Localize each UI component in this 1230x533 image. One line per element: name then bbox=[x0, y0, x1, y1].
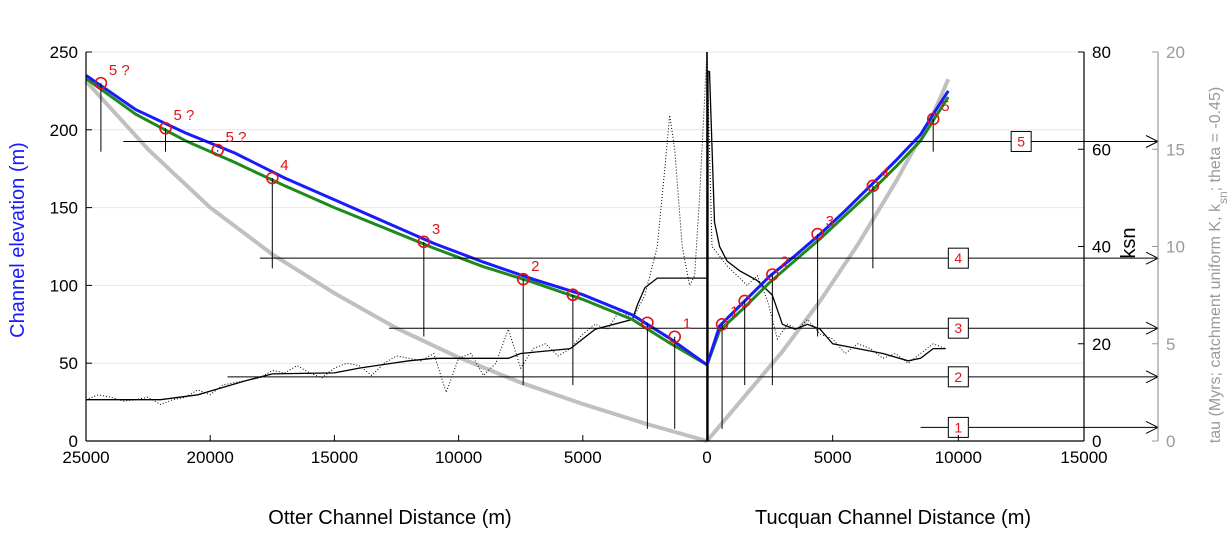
knickpoint-marker-otter bbox=[641, 316, 654, 330]
left-y-tick-label: 0 bbox=[69, 432, 78, 451]
left-y-axis-label: Channel elevation (m) bbox=[7, 142, 29, 338]
left-y-tick-label: 150 bbox=[50, 199, 78, 218]
left-y-tick-label: 100 bbox=[50, 276, 78, 295]
left-y-tick-label: 200 bbox=[50, 121, 78, 140]
tau-level-lines: 1 2 3 4 5 bbox=[123, 130, 1160, 438]
ksn-raw-tucquan bbox=[706, 51, 946, 364]
otter-x-tick-label: 25000 bbox=[62, 448, 109, 467]
knickpoint-label-tucquan: 1 bbox=[730, 303, 738, 320]
right-y-tick-label: 20 bbox=[1092, 335, 1111, 354]
otter-x-tick-label: 15000 bbox=[311, 448, 358, 467]
tau-level-label: 3 bbox=[954, 320, 962, 336]
knickpoint-marker-tucquan bbox=[715, 317, 729, 331]
knickpoint-label-otter: 5 ? bbox=[173, 107, 194, 124]
right-y-tick-label: 40 bbox=[1092, 238, 1111, 257]
knickpoint-label-tucquan: 2 bbox=[780, 254, 788, 271]
far-right-y-tick-label: 15 bbox=[1166, 140, 1185, 159]
knickpoint-marker-otter bbox=[417, 235, 431, 249]
otter-x-tick-label: 20000 bbox=[187, 448, 234, 467]
ksn-lines bbox=[85, 51, 946, 441]
elevation-otter bbox=[85, 74, 708, 367]
tau-level-label: 2 bbox=[954, 369, 962, 385]
right-y-tick-label: 0 bbox=[1092, 432, 1101, 451]
knickpoint-marker-tucquan bbox=[766, 268, 779, 281]
tucquan-x-tick-label: 10000 bbox=[935, 448, 982, 467]
otter-x-tick-label: 10000 bbox=[435, 448, 482, 467]
knickpoint-label-otter: 2 bbox=[531, 258, 539, 275]
knickpoint-marker-otter bbox=[265, 171, 279, 185]
knickpoint-label-otter: 4 bbox=[280, 157, 288, 174]
tau-level-label: 4 bbox=[954, 250, 962, 266]
left-y-tick-label: 250 bbox=[50, 43, 78, 62]
tau-level-label: 5 bbox=[1017, 133, 1025, 149]
tau-level-box bbox=[947, 366, 969, 388]
knickpoint-label-tucquan: 5 bbox=[941, 98, 949, 115]
tucquan-x-axis-label: Tucquan Channel Distance (m) bbox=[755, 507, 1031, 529]
tau-level-box bbox=[947, 247, 969, 269]
knickpoint-label-tucquan: 3 bbox=[826, 213, 834, 230]
far-right-y-tick-label: 5 bbox=[1166, 335, 1175, 354]
knickpoint-marker-otter bbox=[516, 272, 530, 286]
knickpoint-label-otter: 1 bbox=[683, 316, 691, 333]
far-right-y-tick-label: 0 bbox=[1166, 432, 1175, 451]
knickpoint-marker-otter bbox=[566, 288, 580, 302]
elevation-fit-tucquan bbox=[705, 96, 950, 366]
tau-level-label: 1 bbox=[954, 419, 962, 435]
knickpoint-label-tucquan: 4 bbox=[881, 165, 889, 182]
knickpoint-marker-otter bbox=[211, 143, 224, 157]
knickpoint-marker-otter bbox=[94, 76, 108, 90]
otter-x-axis-label: Otter Channel Distance (m) bbox=[268, 507, 511, 529]
far-right-label-start: tau (Myrs; catchment uniform K, k bbox=[1207, 203, 1224, 443]
otter-x-tick-label: 5000 bbox=[564, 448, 602, 467]
elevation-fit-otter bbox=[85, 77, 708, 367]
knickpoint-marker-tucquan bbox=[926, 112, 940, 126]
tau-curve-tucquan bbox=[705, 78, 951, 443]
ksn-smoothed-otter bbox=[86, 277, 707, 401]
far-right-label-sub: sn bbox=[1216, 191, 1230, 204]
knickpoint-markers: 5 ? 5 ? 5 ? 4 3 2 1 1 2 3 4 5 bbox=[94, 62, 950, 344]
knickpoint-label-otter: 3 bbox=[432, 221, 440, 238]
knickpoint-label-otter: 5 ? bbox=[109, 62, 130, 79]
far-right-y-tick-label: 20 bbox=[1166, 43, 1185, 62]
left-y-tick-label: 50 bbox=[59, 354, 78, 373]
far-right-label-end: ; theta = -0.45) bbox=[1207, 87, 1224, 192]
knickpoint-marker-otter bbox=[668, 330, 682, 344]
knickpoint-marker-tucquan bbox=[738, 294, 752, 308]
right-y-axis-label: ksn bbox=[1118, 227, 1140, 258]
tau-level-box bbox=[947, 317, 969, 339]
ksn-smoothed-tucquan bbox=[707, 70, 946, 362]
tau-curve-otter bbox=[84, 79, 708, 443]
right-y-tick-label: 80 bbox=[1092, 43, 1111, 62]
tau-curves bbox=[84, 78, 951, 443]
knickpoint-marker-tucquan bbox=[866, 179, 880, 193]
tau-level-box bbox=[1010, 130, 1032, 152]
knickpoint-marker-otter bbox=[159, 121, 172, 135]
far-right-y-tick-label: 10 bbox=[1166, 238, 1185, 257]
ksn-raw-otter bbox=[85, 51, 708, 406]
right-y-tick-label: 60 bbox=[1092, 140, 1111, 159]
elevation-profiles bbox=[85, 74, 950, 367]
far-right-y-axis-label: tau (Myrs; catchment uniform K, ksn; the… bbox=[1207, 87, 1230, 443]
tucquan-x-tick-label: 15000 bbox=[1060, 448, 1107, 467]
tucquan-x-tick-label: 5000 bbox=[814, 448, 852, 467]
knickpoint-label-otter: 5 ? bbox=[226, 129, 247, 146]
otter-x-tick-label: 0 bbox=[702, 448, 711, 467]
knickpoint-marker-tucquan bbox=[811, 227, 824, 241]
